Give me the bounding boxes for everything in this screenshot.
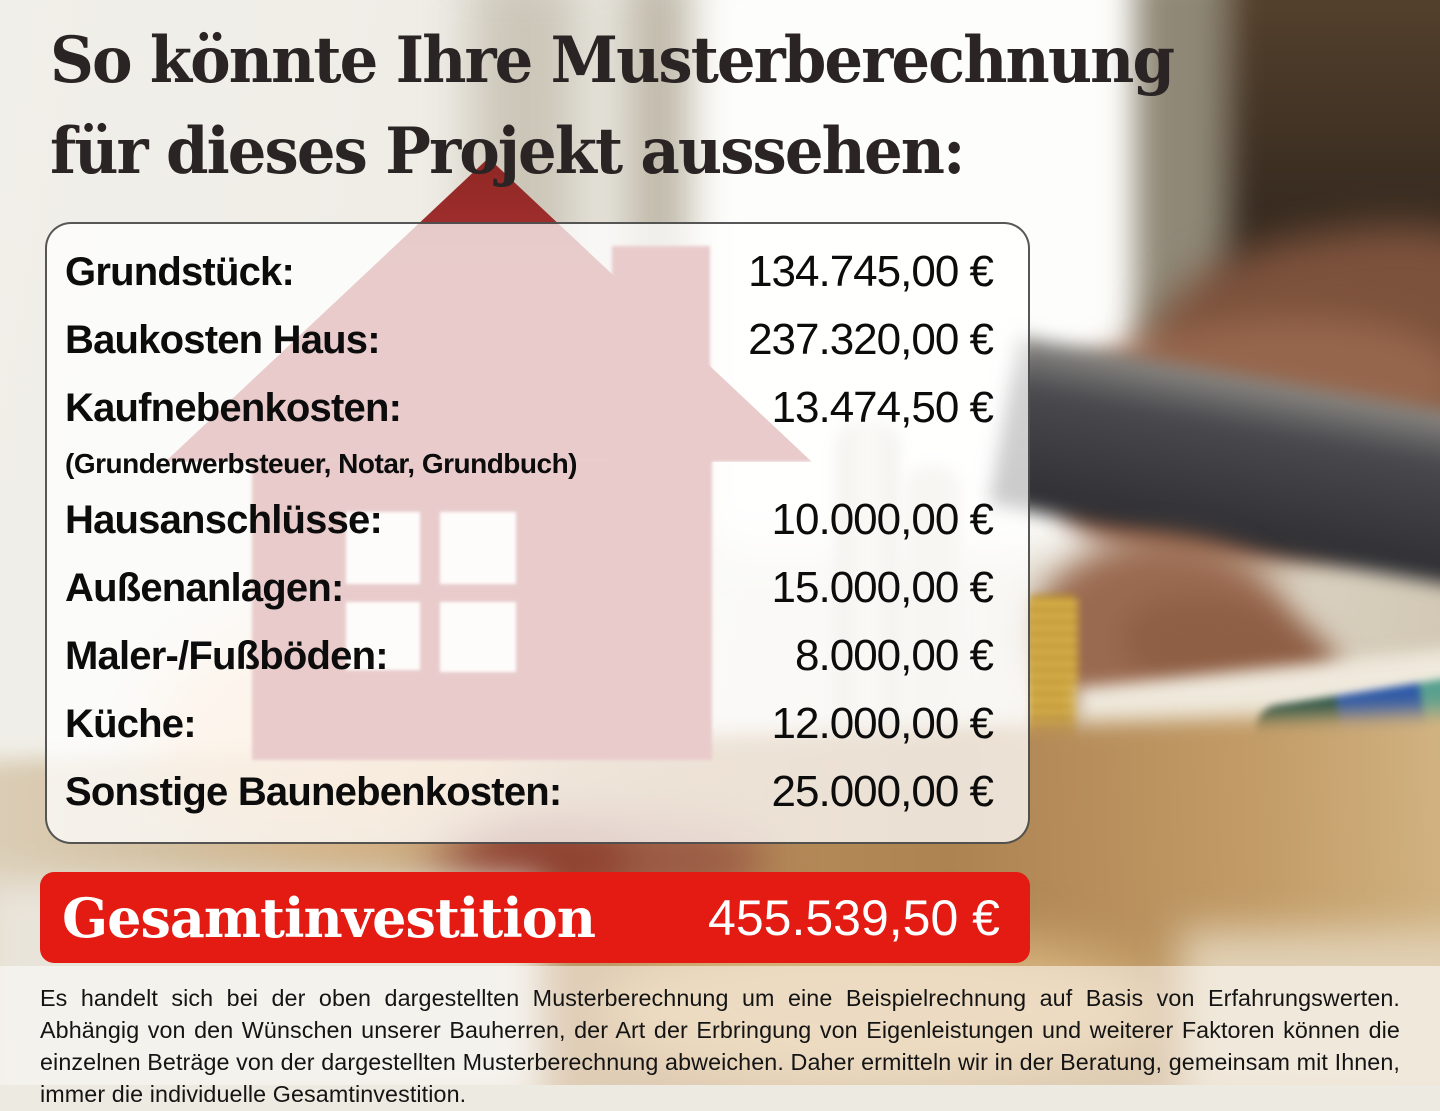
cost-label: Sonstige Baunebenkosten:: [65, 769, 562, 814]
cost-value: 12.000,00 €: [771, 699, 994, 748]
cost-label: Maler-/Fußböden:: [65, 633, 389, 678]
page-title: So könnte Ihre Musterberechnung für dies…: [50, 16, 1175, 198]
cost-card: Grundstück: 134.745,00 € Baukosten Haus:…: [45, 222, 1030, 844]
cost-row: Hausanschlüsse: 10.000,00 €: [65, 486, 994, 554]
disclaimer-text: Es handelt sich bei der oben dargestellt…: [40, 985, 1400, 1108]
cost-value: 15.000,00 €: [771, 563, 994, 612]
cost-value: 13.474,50 €: [771, 383, 994, 432]
cost-subrow: (Grunderwerbsteuer, Notar, Grundbuch): [65, 442, 993, 486]
cost-label: Grundstück:: [65, 249, 295, 294]
cost-label: Baukosten Haus:: [65, 317, 381, 362]
cost-value: 8.000,00 €: [795, 631, 994, 680]
cost-row: Außenanlagen: 15.000,00 €: [65, 554, 994, 622]
cost-row: Baukosten Haus: 237.320,00 €: [65, 306, 994, 374]
cost-row: Sonstige Baunebenkosten: 25.000,00 €: [65, 758, 994, 826]
cost-label: Küche:: [65, 701, 197, 746]
title-line-2: für dieses Projekt aussehen:: [50, 113, 966, 189]
cost-value: 134.745,00 €: [748, 247, 994, 296]
total-label: Gesamtinvestition: [62, 885, 596, 950]
cost-label: Außenanlagen:: [65, 565, 344, 610]
cost-row: Kaufnebenkosten: 13.474,50 €: [65, 374, 994, 442]
cost-row: Maler-/Fußböden: 8.000,00 €: [65, 622, 994, 690]
cost-value: 237.320,00 €: [748, 315, 994, 364]
cost-label: Hausanschlüsse:: [65, 497, 383, 542]
cost-label: Kaufnebenkosten:: [65, 385, 402, 430]
cost-value: 10.000,00 €: [771, 495, 994, 544]
total-value: 455.539,50 €: [708, 889, 1000, 946]
cost-row: Küche: 12.000,00 €: [65, 690, 994, 758]
title-line-1: So könnte Ihre Musterberechnung: [50, 23, 1175, 98]
total-banner: Gesamtinvestition 455.539,50 €: [40, 872, 1030, 963]
disclaimer-strip: [0, 966, 1440, 1085]
cost-sublabel: (Grunderwerbsteuer, Notar, Grundbuch): [65, 448, 578, 479]
cost-value: 25.000,00 €: [771, 767, 994, 816]
cost-row: Grundstück: 134.745,00 €: [65, 238, 994, 306]
